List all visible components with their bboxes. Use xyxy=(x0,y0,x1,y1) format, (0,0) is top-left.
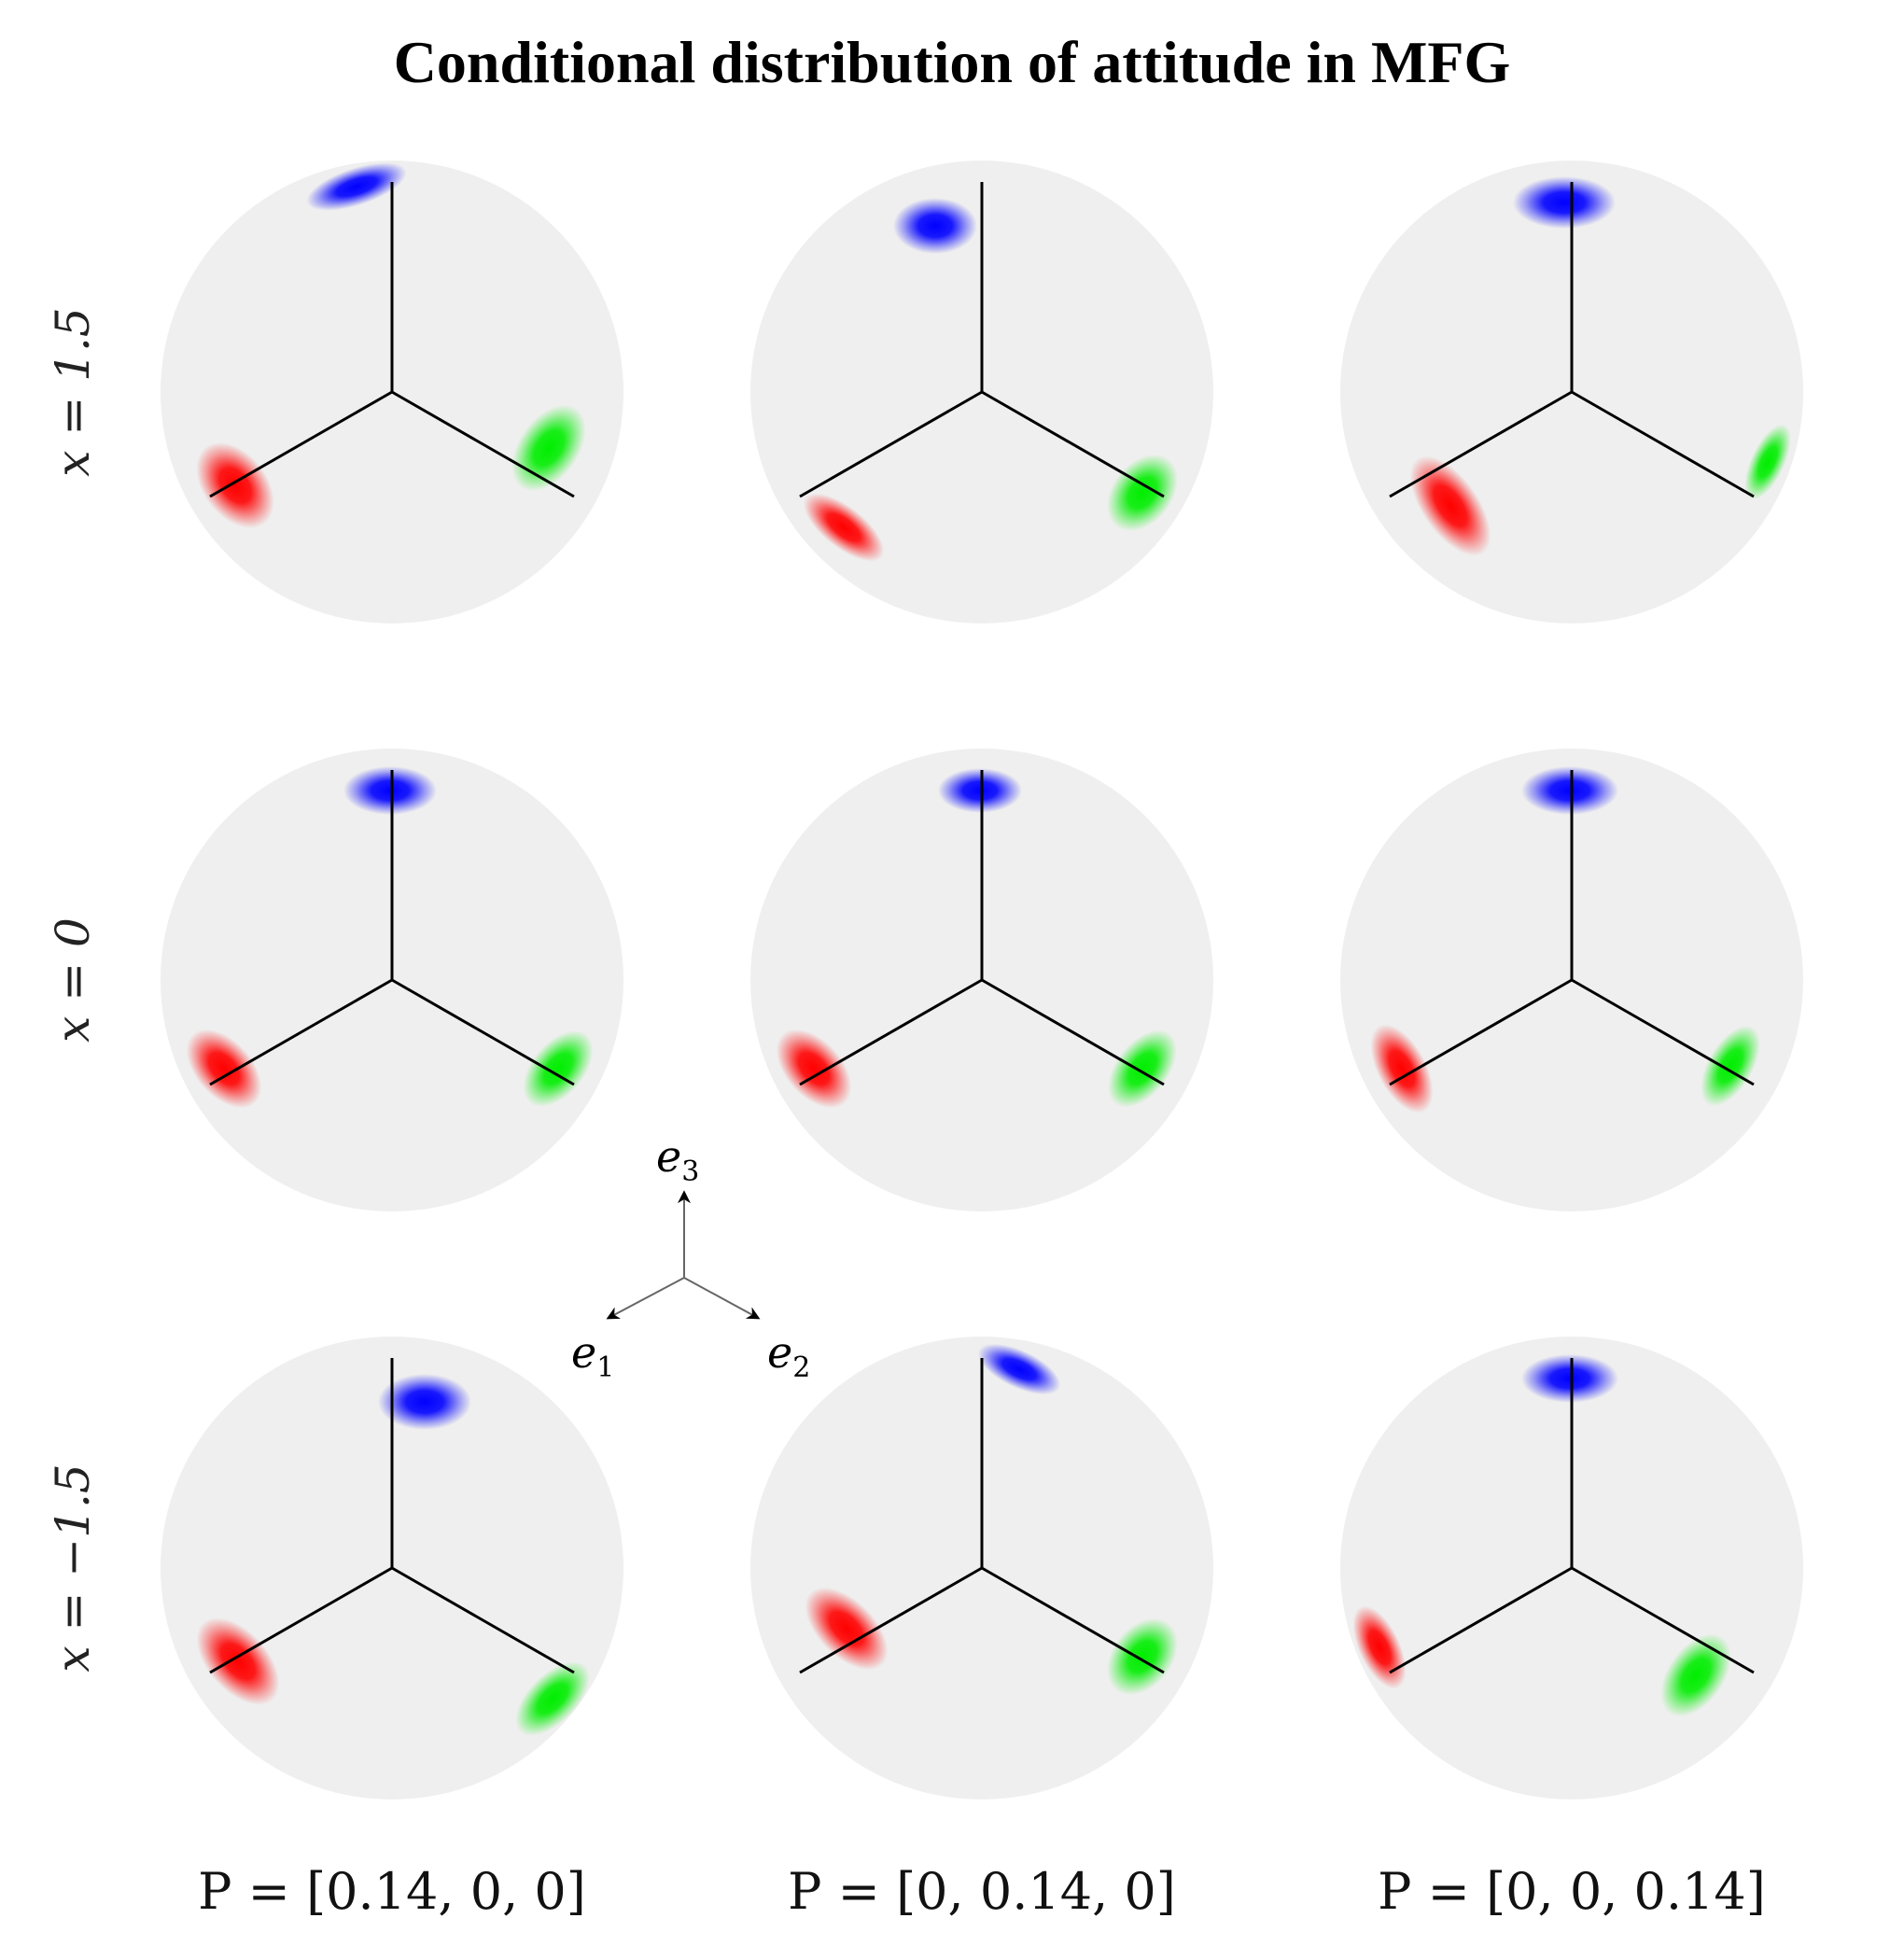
row-label-1: x = 1.5 xyxy=(46,307,100,476)
sphere-panel-r2-c2 xyxy=(750,749,1213,1211)
e2-density-blob xyxy=(1660,1633,1731,1717)
sphere-panel-r1-c1 xyxy=(161,161,623,623)
sphere-panel-r2-c3 xyxy=(1340,749,1803,1211)
e1-density-blob xyxy=(1370,1024,1434,1113)
sphere-panel-r1-c2 xyxy=(750,161,1213,623)
e1-density-blob xyxy=(196,1617,280,1705)
sphere-panel-r3-c2 xyxy=(750,1337,1213,1799)
sphere-panel-r1-c3 xyxy=(1340,161,1803,623)
e1-density-blob xyxy=(803,493,885,562)
e3-density-blob xyxy=(1521,1354,1618,1403)
e2-density-blob xyxy=(1744,424,1791,500)
e3-density-blob xyxy=(343,766,437,815)
axis-e2-line xyxy=(1571,390,1755,498)
e3-density-blob xyxy=(938,768,1022,813)
column-labels: P = [0.14, 0, 0] P = [0, 0.14, 0] P = [0… xyxy=(198,1862,1766,1921)
e3-density-blob xyxy=(306,162,407,211)
e3-density-blob xyxy=(893,198,977,254)
axis-e2-line xyxy=(981,1566,1165,1674)
e2-density-blob xyxy=(1107,1617,1178,1696)
e1-density-blob xyxy=(1409,455,1491,556)
e2-density-blob xyxy=(523,1030,594,1107)
e2-arrow xyxy=(683,1277,761,1320)
column-label-3: P = [0, 0, 0.14] xyxy=(1378,1862,1766,1921)
axis-e2-line xyxy=(981,390,1165,498)
sphere-panel-r3-c1 xyxy=(161,1337,623,1799)
e3-density-blob xyxy=(378,1374,471,1430)
axis-e1-line xyxy=(1389,978,1573,1086)
axis-e2-line xyxy=(391,978,575,1086)
axis-e1-line xyxy=(799,1566,983,1674)
panel-grid xyxy=(161,161,1803,1799)
e1-density-blob xyxy=(1352,1605,1407,1689)
axis-e1-line xyxy=(209,978,393,1086)
e2-density-blob xyxy=(511,404,586,492)
axis-e1-line xyxy=(1389,1566,1573,1674)
figure-title: Conditional distribution of attitude in … xyxy=(394,29,1511,95)
e2-density-blob xyxy=(1701,1025,1760,1107)
axis-e1-line xyxy=(799,390,983,498)
axis-e2-line xyxy=(391,390,575,498)
sphere-panel-r2-c1 xyxy=(161,749,623,1211)
sphere-panel-r3-c3 xyxy=(1340,1337,1803,1799)
e1-density-blob xyxy=(186,1029,262,1109)
row-label-3: x = −1.5 xyxy=(46,1463,100,1672)
e3-density-blob xyxy=(1513,176,1616,229)
e3-label: e3 xyxy=(656,1131,699,1188)
axis-e1-line xyxy=(1389,390,1573,498)
axis-e2-line xyxy=(1571,978,1755,1086)
axis-e2-line xyxy=(391,1566,575,1674)
axis-e1-line xyxy=(209,1566,393,1674)
e1-arrow xyxy=(606,1277,685,1320)
e3-density-blob xyxy=(977,1343,1061,1395)
e2-label: e2 xyxy=(767,1327,810,1384)
axis-e1-line xyxy=(209,390,393,498)
e1-density-blob xyxy=(776,1029,852,1109)
e2-density-blob xyxy=(515,1661,590,1736)
row-labels: x = 1.5 x = 0 x = −1.5 xyxy=(46,307,100,1672)
column-label-2: P = [0, 0.14, 0] xyxy=(788,1862,1176,1921)
axis-orientation-legend: e3 e1 e2 xyxy=(571,1131,810,1384)
e1-label: e1 xyxy=(571,1327,614,1384)
column-label-1: P = [0.14, 0, 0] xyxy=(198,1862,586,1921)
axis-e2-line xyxy=(981,978,1165,1086)
e1-density-blob xyxy=(805,1587,889,1671)
e1-density-blob xyxy=(196,441,274,529)
e3-density-blob xyxy=(1521,766,1618,815)
row-label-2: x = 0 xyxy=(46,917,100,1043)
axis-e2-line xyxy=(1571,1566,1755,1674)
axis-e1-line xyxy=(799,978,983,1086)
e2-density-blob xyxy=(1108,1029,1177,1108)
